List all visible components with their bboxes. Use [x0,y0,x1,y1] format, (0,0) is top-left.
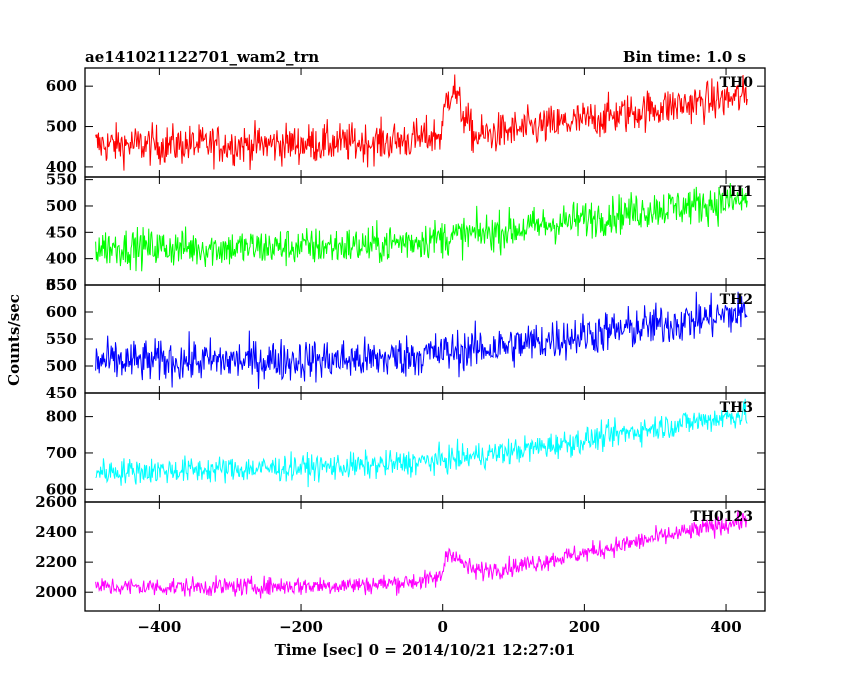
panel-label: TH0123 [690,509,753,525]
y-tick-label: 350 [46,276,77,294]
panel-frame [84,176,766,286]
x-axis: −400 −200 0 200 400 [137,618,741,636]
y-axis-label: Counts/sec [5,294,23,386]
y-tick-label: 600 [46,480,77,498]
y-tick-label: 500 [46,357,77,375]
y-tick-label: 500 [46,118,77,136]
panel-frame [84,67,766,178]
panel-frame [84,392,766,503]
x-tick-label: 0 [437,618,447,636]
panel-label: TH0 [720,75,754,91]
y-tick-label: 600 [46,303,77,321]
series-line-th3 [95,398,748,488]
x-tick-label: −400 [137,618,181,636]
panel-label: TH3 [720,400,753,416]
y-tick-label: 650 [46,276,77,294]
y-tick-label: 450 [46,223,77,241]
y-tick-label: 2200 [35,553,77,571]
chart-title-left: ae141021122701_wam2_trn [85,48,319,66]
y-tick-label: 2600 [35,493,77,511]
panel-th0123: 2000 2200 2400 2600 TH0123 [35,493,766,612]
x-tick-label: 200 [569,618,600,636]
panel-th0: 400 500 600 TH0 [46,67,766,178]
y-tick-label: 2400 [35,523,77,541]
panel-th3: 600 700 800 TH3 [46,392,766,503]
x-tick-label: −200 [279,618,323,636]
y-tick-label: 800 [46,408,77,426]
series-line-th0 [95,74,748,171]
series-line-th0123 [95,509,748,599]
y-tick-label: 550 [46,330,77,348]
y-tick-label: 400 [46,250,77,268]
series-line-th2 [95,291,748,389]
series-line-th1 [95,183,748,272]
y-tick-label: 2000 [35,583,77,601]
panel-label: TH2 [720,292,753,308]
y-tick-label: 500 [46,197,77,215]
x-axis-label: Time [sec] 0 = 2014/10/21 12:27:01 [275,641,576,659]
y-tick-label: 700 [46,444,77,462]
y-tick-label: 450 [46,384,77,402]
panel-th2: 450 500 550 600 650 TH2 [46,276,766,402]
panel-frame [84,501,766,612]
y-tick-label: 600 [46,77,77,95]
panel-label: TH1 [720,184,753,200]
panel-th1: 350 400 450 500 550 TH1 [46,171,766,294]
chart-title-right: Bin time: 1.0 s [623,48,746,66]
y-tick-label: 400 [46,158,77,176]
x-tick-label: 400 [710,618,741,636]
y-tick-label: 550 [46,171,77,189]
panels: 400 500 600 TH0 350 400 450 500 550 TH1 450 500 550 6… [35,67,766,612]
